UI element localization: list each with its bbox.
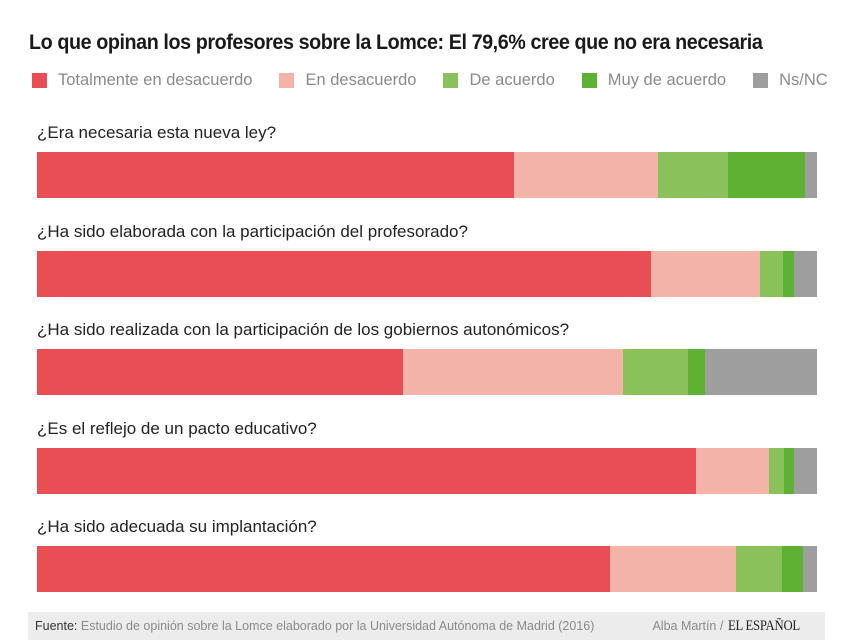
bar-segment <box>37 546 611 592</box>
credit: Alba Martín / EL ESPAÑOL <box>652 618 825 635</box>
bar-segment <box>802 546 817 592</box>
legend-item: De acuerdo <box>443 70 555 90</box>
bar-segment <box>37 152 514 198</box>
legend: Totalmente en desacuerdo En desacuerdo De … <box>32 68 854 92</box>
chart-title: Lo que opinan los profesores sobre la Lo… <box>29 31 763 54</box>
bar-segment <box>728 152 805 198</box>
author: Alba Martín / <box>652 619 724 633</box>
bar-segment <box>622 349 688 395</box>
bar-segment <box>687 349 705 395</box>
footer: Fuente: Estudio de opinión sobre la Lomc… <box>28 612 825 640</box>
legend-swatch <box>279 72 295 88</box>
stacked-bar <box>37 251 817 297</box>
bar-segment <box>783 251 794 297</box>
bar-segment <box>696 448 770 494</box>
plot-area: ¿Era necesaria esta nueva ley? ¿Ha sido e… <box>37 123 817 592</box>
legend-item: En desacuerdo <box>279 71 416 90</box>
legend-item: Totalmente en desacuerdo <box>32 71 252 90</box>
legend-swatch <box>581 72 597 88</box>
bar-segment <box>37 251 651 297</box>
bar-segment <box>650 251 761 297</box>
stacked-bar <box>37 152 817 198</box>
category-label: ¿Ha sido adecuada su implantación? <box>37 517 317 536</box>
legend-label: En desacuerdo <box>305 70 417 89</box>
bar-segment <box>804 152 817 198</box>
bar-segment <box>657 152 729 198</box>
source-text: Estudio de opinión sobre la Lomce elabor… <box>80 619 595 633</box>
category-label: ¿Ha sido realizada con la participación … <box>37 320 570 339</box>
bar-segment <box>402 349 623 395</box>
category-label: ¿Ha sido elaborada con la participación … <box>37 222 468 241</box>
source-label: Fuente: <box>35 619 78 633</box>
legend-swatch <box>443 72 459 88</box>
legend-label: Ns/NC <box>779 70 828 89</box>
brand-logo: EL ESPAÑOL <box>728 617 801 634</box>
bar-segment <box>784 448 795 494</box>
stacked-bar <box>37 546 817 592</box>
stacked-bar <box>37 448 817 494</box>
bar-segment <box>37 349 403 395</box>
source-note: Fuente: Estudio de opinión sobre la Lomc… <box>28 619 594 633</box>
bar-segment <box>793 251 817 297</box>
bar-segment <box>735 546 782 592</box>
legend-item: Ns/NC <box>753 71 828 90</box>
bar-segment <box>769 448 785 494</box>
bar-segment <box>513 152 658 198</box>
legend-label: De acuerdo <box>469 70 555 89</box>
legend-swatch <box>32 72 47 88</box>
legend-swatch <box>753 72 769 88</box>
bar-segment <box>704 349 817 395</box>
category-label: ¿Es el reflejo de un pacto educativo? <box>37 419 317 438</box>
bar-segment <box>610 546 736 592</box>
bar-segment <box>781 546 803 592</box>
category-label: ¿Era necesaria esta nueva ley? <box>37 123 277 142</box>
stacked-bar <box>37 349 817 395</box>
legend-item: Muy de acuerdo <box>581 70 727 90</box>
bar-segment <box>37 448 697 494</box>
bar-segment <box>760 251 784 297</box>
bar-segment <box>794 448 817 494</box>
legend-label: Totalmente en desacuerdo <box>58 70 253 89</box>
legend-label: Muy de acuerdo <box>607 70 727 89</box>
